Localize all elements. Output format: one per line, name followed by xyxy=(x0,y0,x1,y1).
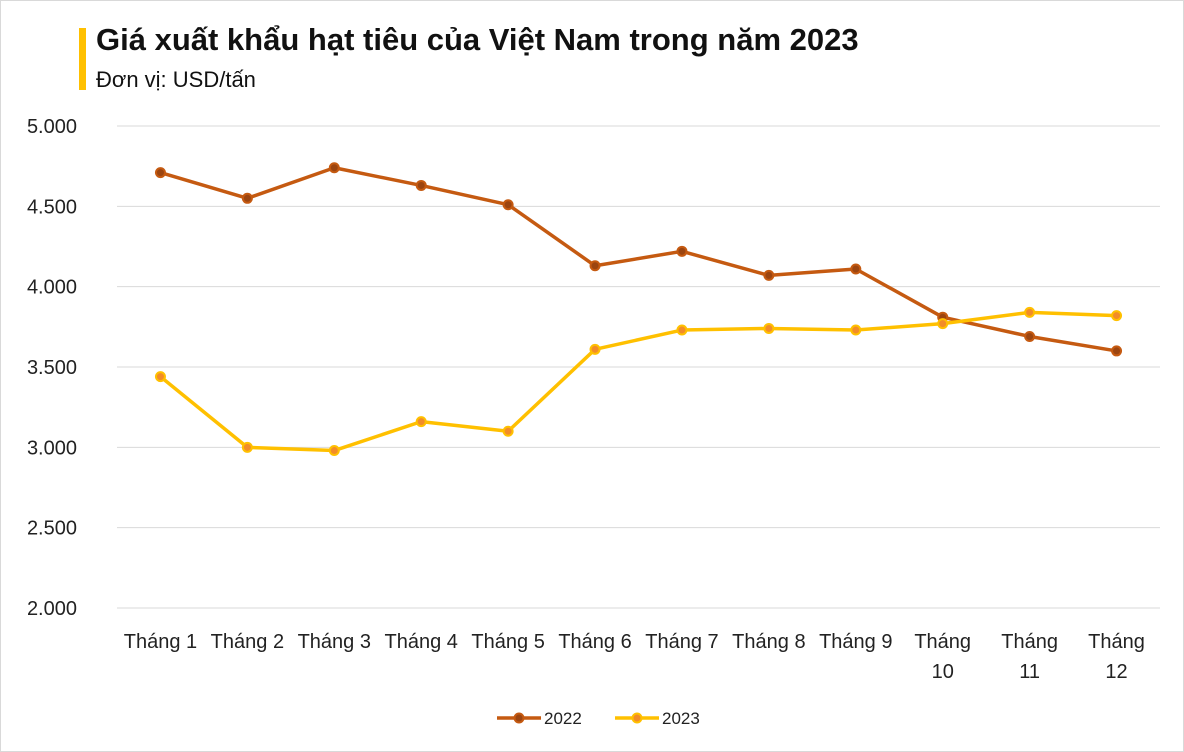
data-point-2022 xyxy=(415,179,427,191)
data-point-2023 xyxy=(328,445,340,457)
x-tick-label: Tháng 3 xyxy=(298,631,371,653)
series-line-2022 xyxy=(159,166,1117,353)
data-point-2022 xyxy=(1024,330,1036,342)
legend-label: 2023 xyxy=(662,709,700,728)
chart-title: Giá xuất khẩu hạt tiêu của Việt Nam tron… xyxy=(96,22,859,57)
y-tick-label: 3.000 xyxy=(27,437,77,459)
legend-label: 2022 xyxy=(544,709,582,728)
y-tick-label: 2.000 xyxy=(27,598,77,620)
x-tick-label: Tháng 10 xyxy=(914,631,971,683)
x-tick-label: Tháng 6 xyxy=(558,631,631,653)
x-tick-label: Tháng 5 xyxy=(471,631,544,653)
series-line-2023 xyxy=(159,310,1117,453)
data-point-2022 xyxy=(154,167,166,179)
data-point-2022 xyxy=(1111,345,1123,357)
x-tick-label: Tháng 11 xyxy=(1001,631,1058,683)
data-point-2022 xyxy=(676,245,688,257)
data-point-2023 xyxy=(1024,306,1036,318)
data-point-2023 xyxy=(676,324,688,336)
y-tick-label: 4.000 xyxy=(27,277,77,299)
y-tick-label: 4.500 xyxy=(27,196,77,218)
data-point-2023 xyxy=(589,343,601,355)
data-point-2022 xyxy=(328,162,340,174)
data-point-2023 xyxy=(850,324,862,336)
data-point-2022 xyxy=(763,269,775,281)
legend-marker-2023 xyxy=(631,712,643,724)
data-point-2022 xyxy=(850,263,862,275)
x-tick-label: Tháng 7 xyxy=(645,631,718,653)
data-point-2023 xyxy=(937,318,949,330)
data-point-2023 xyxy=(1111,310,1123,322)
x-tick-label: Tháng 4 xyxy=(385,631,458,653)
y-tick-label: 3.500 xyxy=(27,357,77,379)
chart-subtitle: Đơn vị: USD/tấn xyxy=(96,67,256,92)
data-point-2022 xyxy=(589,260,601,272)
data-point-2023 xyxy=(763,322,775,334)
x-tick-label: Tháng 9 xyxy=(819,631,892,653)
data-point-2023 xyxy=(241,441,253,453)
y-tick-label: 2.500 xyxy=(27,518,77,540)
data-point-2022 xyxy=(502,199,514,211)
title-accent-bar xyxy=(79,28,86,90)
data-point-2022 xyxy=(241,192,253,204)
y-tick-label: 5.000 xyxy=(27,116,77,138)
x-tick-label: Tháng 2 xyxy=(211,631,284,653)
data-point-2023 xyxy=(502,425,514,437)
x-tick-label: Tháng 8 xyxy=(732,631,805,653)
legend-marker-2022 xyxy=(513,712,525,724)
x-tick-label: Tháng 1 xyxy=(124,631,197,653)
data-point-2023 xyxy=(415,416,427,428)
data-point-2023 xyxy=(154,371,166,383)
x-tick-label: Tháng 12 xyxy=(1088,631,1145,683)
